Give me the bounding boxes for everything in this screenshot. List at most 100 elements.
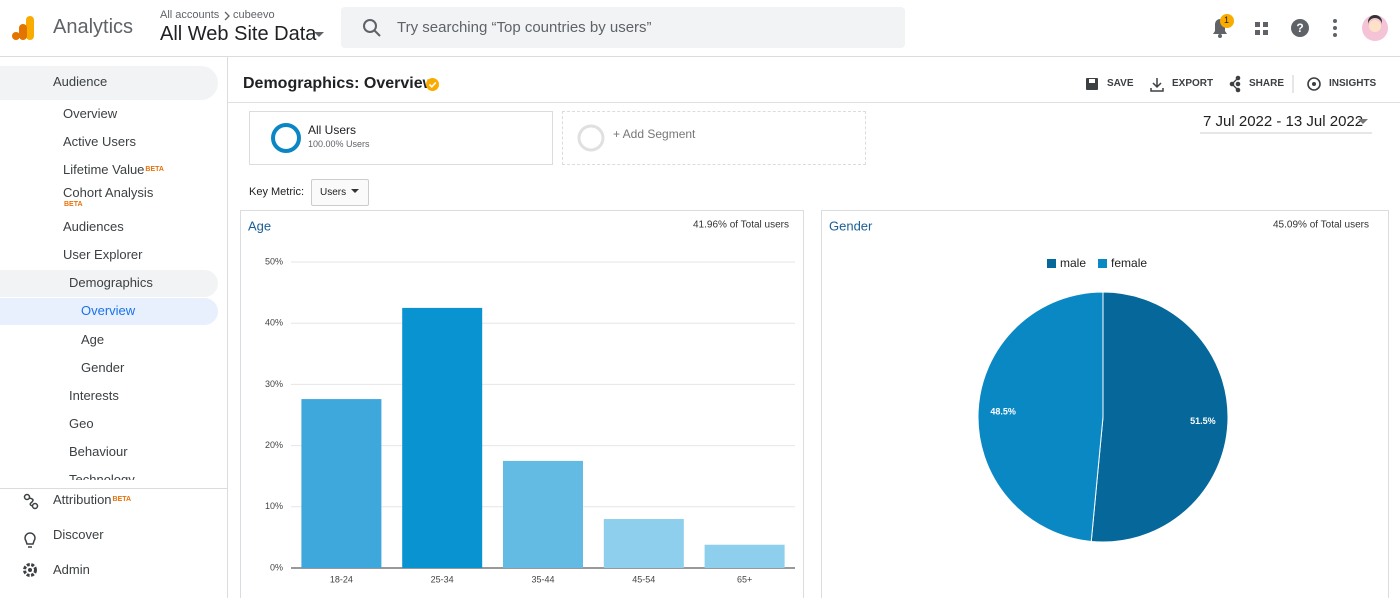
y-tick-label: 40% — [265, 318, 283, 328]
logo — [12, 16, 34, 40]
notification-count: 1 — [1224, 15, 1230, 25]
x-tick-label: 45-54 — [632, 574, 655, 584]
nav-label: Attribution — [53, 492, 112, 507]
segment-detail: 100.00% Users — [308, 139, 370, 149]
nav-label: Active Users — [63, 134, 136, 149]
bar — [301, 399, 382, 568]
y-tick-label: 0% — [270, 562, 283, 572]
slice-label: 51.5% — [1190, 416, 1216, 426]
nav-label: Geo — [69, 416, 94, 431]
search-placeholder: Try searching “Top countries by users” — [397, 19, 652, 36]
nav-item[interactable]: Behaviour — [69, 442, 128, 462]
nav-item[interactable]: Lifetime ValueBETA — [63, 160, 164, 180]
nav-item[interactable]: Technology — [69, 470, 135, 480]
nav-item[interactable]: Audiences — [63, 217, 124, 237]
x-tick-label: 18-24 — [330, 574, 353, 584]
legend-swatch — [1098, 259, 1108, 268]
nav-item[interactable]: Gender — [81, 358, 124, 378]
action-icons — [1086, 75, 1321, 93]
sidebar: Audience Overview Active Users Lifetime Val… — [0, 57, 228, 598]
breadcrumb[interactable]: All accounts — [160, 9, 220, 21]
key-metric-value: Users — [320, 187, 347, 198]
add-segment[interactable] — [562, 111, 866, 165]
y-tick-label: 10% — [265, 501, 283, 511]
search-box[interactable] — [341, 7, 905, 48]
share-button[interactable]: SHARE — [1249, 78, 1285, 89]
header-icons: ? — [1213, 14, 1388, 41]
age-chart: Age 41.96% of Total users 0% 10% 20% 30% 40% 50… — [240, 210, 804, 598]
key-metric-label: Key Metric: — [249, 186, 305, 198]
nav-item[interactable]: User Explorer — [63, 245, 142, 265]
property-selector[interactable]: All Web Site Data — [160, 23, 317, 45]
legend-label: male — [1060, 256, 1086, 270]
nav-item[interactable]: Age — [81, 330, 104, 350]
legend-swatch — [1047, 259, 1056, 268]
chart-title: Gender — [829, 218, 873, 233]
chart-annotation: 45.09% of Total users — [1273, 220, 1369, 231]
slice-label: 48.5% — [990, 407, 1016, 417]
nav-item[interactable]: Audience — [53, 72, 107, 92]
nav-item[interactable]: Interests — [69, 386, 119, 406]
legend-label: female — [1111, 256, 1147, 270]
nav-label: Overview — [63, 106, 118, 121]
product-name: Analytics — [53, 16, 134, 38]
nav-label: Technology — [69, 472, 135, 480]
chevron — [224, 11, 230, 21]
save-button[interactable]: SAVE — [1107, 78, 1134, 89]
nav-item[interactable]: Cohort Analysis BETA — [63, 183, 154, 208]
nav-label: Discover — [53, 527, 104, 542]
add-segment-label: + Add Segment — [613, 127, 696, 141]
add-segment-ring — [577, 124, 605, 152]
nav-item[interactable]: Overview — [81, 301, 135, 321]
nav-label: Overview — [81, 303, 136, 318]
verified-icon — [426, 78, 439, 91]
nav-item[interactable]: Demographics — [69, 273, 153, 293]
nav-label: Lifetime Value — [63, 162, 145, 177]
segment-name: All Users — [308, 123, 357, 137]
nav-item[interactable]: Overview — [63, 104, 117, 124]
nav-item[interactable]: Admin — [53, 560, 90, 580]
toolbar — [228, 66, 1400, 103]
search-icon — [363, 19, 381, 37]
x-tick-label: 35-44 — [531, 574, 554, 584]
bar — [704, 544, 785, 568]
chart-title: Age — [248, 218, 271, 233]
x-tick-label: 25-34 — [431, 574, 454, 584]
nav-label: Demographics — [69, 275, 153, 290]
nav-highlight — [0, 270, 218, 297]
bar — [402, 307, 483, 568]
beta-badge: BETA — [145, 166, 164, 173]
gender-chart: Gender 45.09% of Total users male female 51.… — [821, 210, 1389, 598]
svg-text:?: ? — [1296, 21, 1303, 35]
nav-item[interactable]: Discover — [53, 525, 104, 545]
beta-badge: BETA — [64, 201, 83, 208]
nav-label: Audience — [53, 74, 108, 89]
insights-button[interactable]: INSIGHTS — [1329, 78, 1377, 89]
segment-ring — [271, 123, 301, 153]
nav-item[interactable]: AttributionBETA — [53, 490, 131, 510]
key-metric-select[interactable] — [311, 179, 369, 206]
nav-icons — [9, 75, 39, 577]
page-title: Demographics: Overview — [243, 75, 436, 92]
sidebar-divider — [0, 488, 227, 489]
export-button[interactable]: EXPORT — [1172, 78, 1214, 89]
nav-label: Audiences — [63, 219, 124, 234]
bar — [603, 519, 684, 568]
breadcrumb[interactable]: cubeevo — [233, 9, 275, 21]
nav-item[interactable]: Geo — [69, 414, 94, 434]
y-tick-label: 20% — [265, 440, 283, 450]
y-tick-label: 30% — [265, 379, 283, 389]
nav-selected — [0, 298, 218, 325]
nav-highlight — [0, 66, 218, 100]
date-range[interactable]: 7 Jul 2022 - 13 Jul 2022 — [1203, 113, 1364, 130]
pie-slice — [977, 291, 1104, 542]
select-arrow — [351, 189, 359, 193]
nav-label: Interests — [69, 388, 119, 403]
header: Analytics All accounts cubeevo All Web S… — [0, 0, 1400, 57]
segment-card[interactable] — [249, 111, 553, 165]
nav-item[interactable]: Active Users — [63, 132, 136, 152]
nav-label: Cohort Analysis — [63, 185, 154, 200]
nav-label: Gender — [81, 360, 125, 375]
date-decor — [1200, 119, 1372, 134]
